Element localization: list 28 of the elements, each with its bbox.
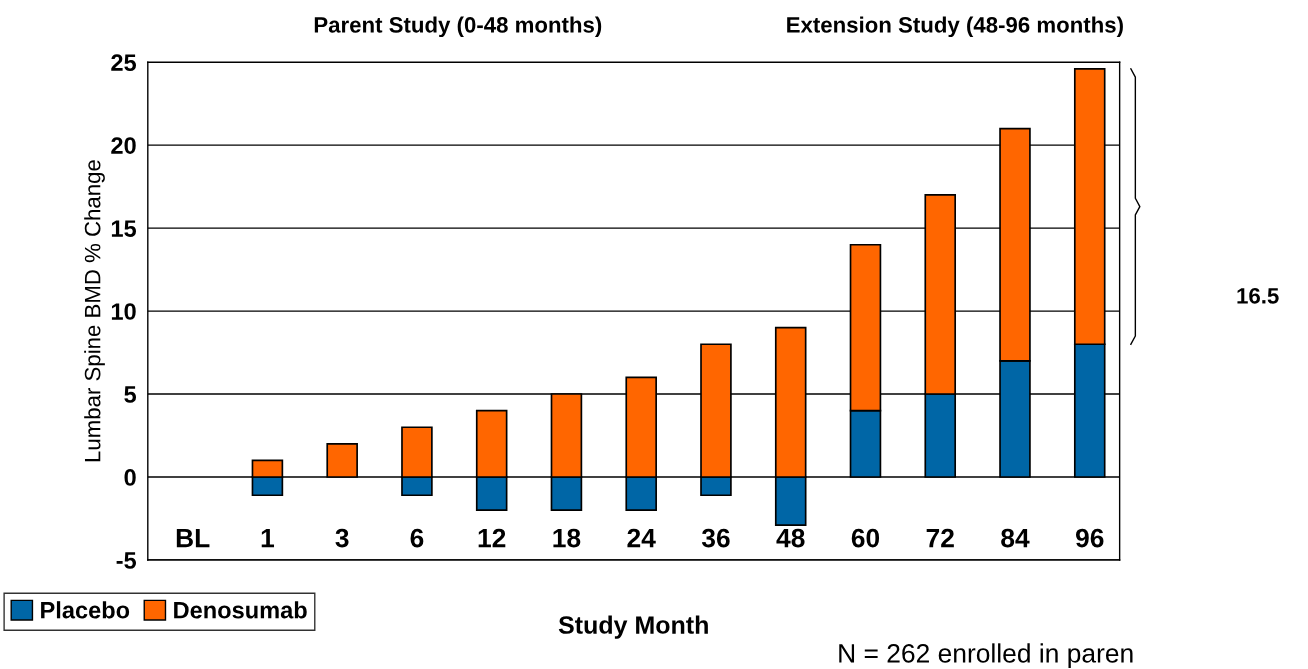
x-tick-label: 3 — [335, 528, 349, 548]
x-axis-title: Study Month — [558, 615, 708, 639]
y-tick-label: 25 — [111, 54, 137, 71]
y-tick-label: 15 — [111, 220, 137, 237]
y-axis-title: Lumbar Spine BMD % Change — [84, 160, 105, 462]
x-tick-label: 18 — [553, 528, 581, 548]
x-tick-label: 72 — [926, 528, 954, 548]
legend-label: Placebo — [41, 601, 130, 619]
text: Extension Study (48-96 months) — [787, 16, 1123, 38]
x-tick-label: 24 — [627, 528, 656, 548]
y-tick-label: -5 — [116, 552, 137, 569]
text: 16.5 — [1237, 287, 1279, 304]
x-tick-label: 60 — [851, 528, 880, 548]
y-tick-label: 5 — [124, 386, 137, 403]
text: N = 262 enrolled in paren — [839, 643, 1133, 668]
x-tick-label: 36 — [701, 528, 730, 548]
x-tick-label: 48 — [776, 528, 805, 548]
x-tick-label: BL — [176, 528, 210, 548]
x-tick-label: 12 — [478, 528, 506, 548]
x-tick-label: 6 — [410, 528, 424, 548]
y-tick-label: 20 — [111, 137, 136, 154]
x-tick-label: 96 — [1075, 528, 1104, 548]
y-tick-label: 0 — [124, 469, 136, 486]
x-tick-label: 1 — [261, 528, 275, 548]
text: Parent Study (0-48 months) — [314, 16, 602, 38]
y-tick-label: 10 — [111, 303, 136, 320]
x-tick-label: 84 — [1001, 528, 1030, 548]
legend-label: Denosumab — [174, 601, 307, 619]
